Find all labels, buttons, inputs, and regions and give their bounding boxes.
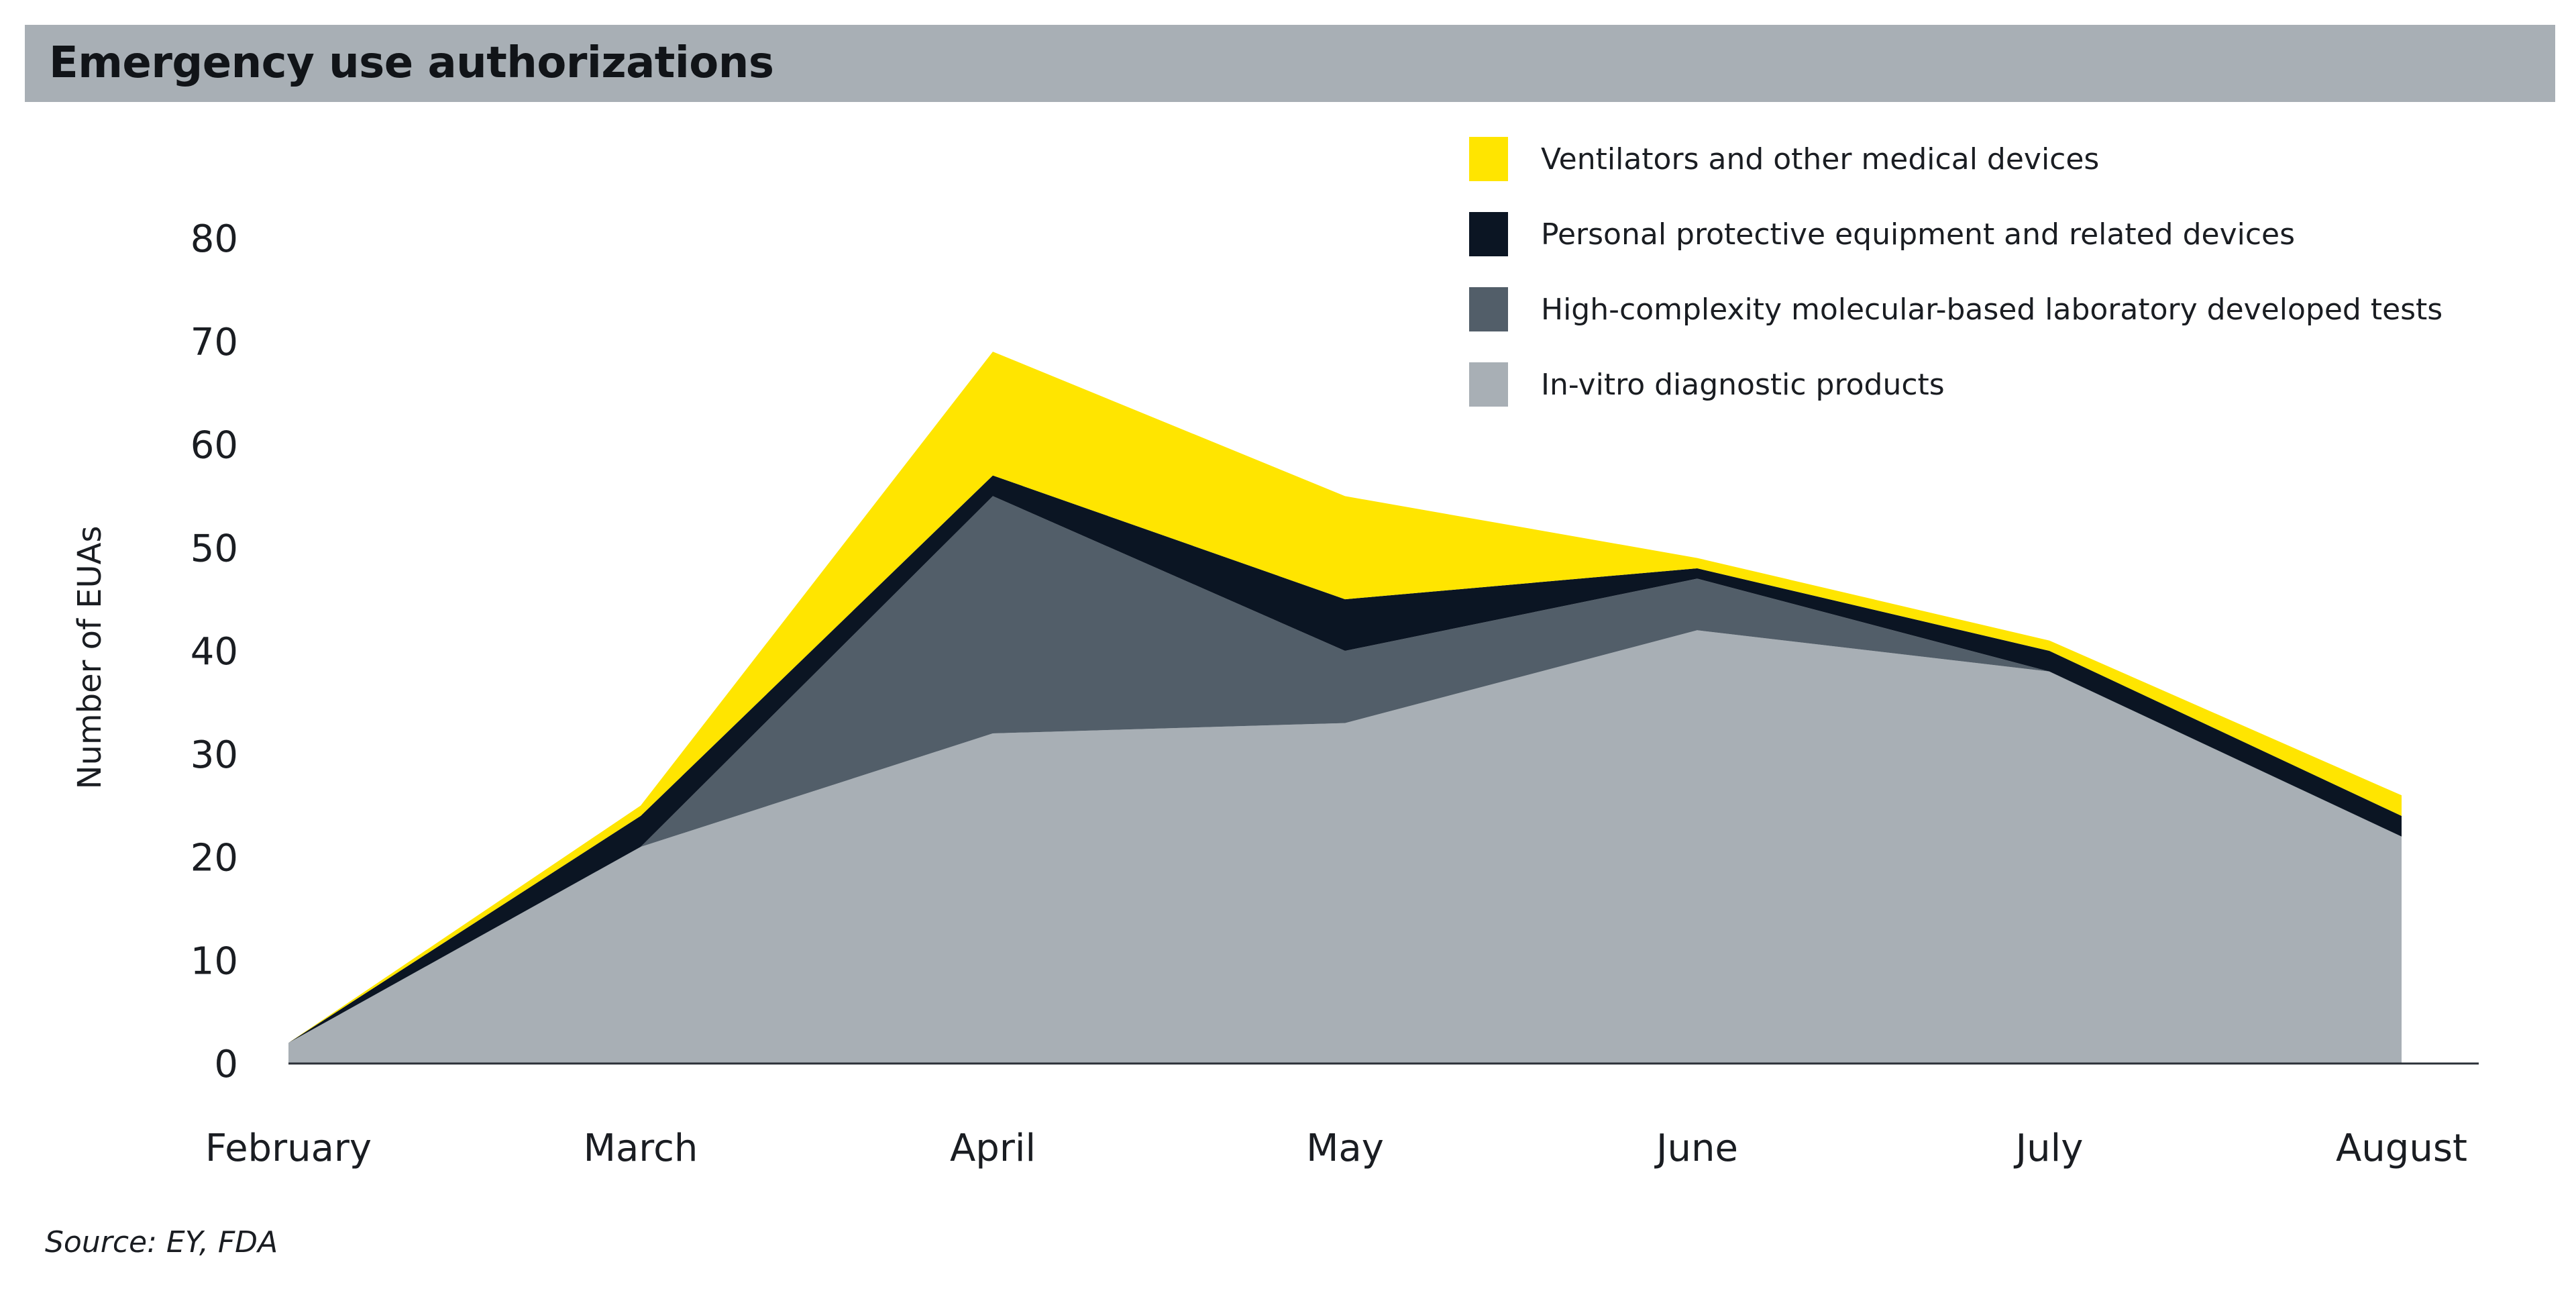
x-tick-label-july: July <box>2014 1127 2084 1170</box>
y-tick-label-60: 60 <box>191 424 238 468</box>
legend-item-personal-protective-equipment-and-related-devices: Personal protective equipment and relate… <box>1469 212 2295 256</box>
x-tick-label-february: February <box>205 1127 372 1170</box>
legend: Ventilators and other medical devices Per… <box>1469 137 2443 407</box>
source-note: Source: EY, FDA <box>45 1225 278 1259</box>
title-bar: Emergency use authorizations <box>25 25 2555 102</box>
x-axis-ticks: February March April May June July August <box>205 1127 2467 1170</box>
chart-title: Emergency use authorizations <box>49 38 774 88</box>
y-tick-label-50: 50 <box>191 527 238 570</box>
legend-label: Ventilators and other medical devices <box>1541 142 2099 176</box>
area-in-vitro-diagnostic-products <box>288 630 2402 1064</box>
areas-layer <box>288 352 2402 1064</box>
area-high-complexity-molecular-based-laboratory-developed-tests <box>288 496 2402 1043</box>
legend-swatch <box>1469 362 1508 407</box>
y-tick-label-40: 40 <box>191 630 238 674</box>
y-tick-label-70: 70 <box>191 321 238 364</box>
x-tick-label-april: April <box>950 1127 1036 1170</box>
legend-swatch <box>1469 212 1508 256</box>
y-tick-label-20: 20 <box>191 837 238 880</box>
y-axis-ticks: 0 10 20 30 40 50 60 70 80 <box>191 217 238 1086</box>
y-tick-label-0: 0 <box>214 1043 238 1086</box>
y-tick-label-80: 80 <box>191 217 238 261</box>
y-tick-label-30: 30 <box>191 733 238 777</box>
x-tick-label-march: March <box>584 1127 698 1170</box>
legend-item-ventilators-and-other-medical-devices: Ventilators and other medical devices <box>1469 137 2099 181</box>
legend-label: In-vitro diagnostic products <box>1541 368 1945 402</box>
legend-label: High-complexity molecular-based laborato… <box>1541 293 2443 327</box>
legend-label: Personal protective equipment and relate… <box>1541 217 2295 252</box>
area-personal-protective-equipment-and-related-devices <box>288 475 2402 1043</box>
legend-item-in-vitro-diagnostic-products: In-vitro diagnostic products <box>1469 362 1945 407</box>
x-tick-label-june: June <box>1654 1127 1738 1170</box>
legend-swatch <box>1469 137 1508 181</box>
y-tick-label-10: 10 <box>191 939 238 983</box>
legend-swatch <box>1469 287 1508 331</box>
x-tick-label-august: August <box>2336 1127 2467 1170</box>
legend-item-high-complexity-molecular-based-laboratory-developed-tests: High-complexity molecular-based laborato… <box>1469 287 2443 331</box>
y-axis-title: Number of EUAs <box>71 526 109 790</box>
x-tick-label-may: May <box>1306 1127 1384 1170</box>
